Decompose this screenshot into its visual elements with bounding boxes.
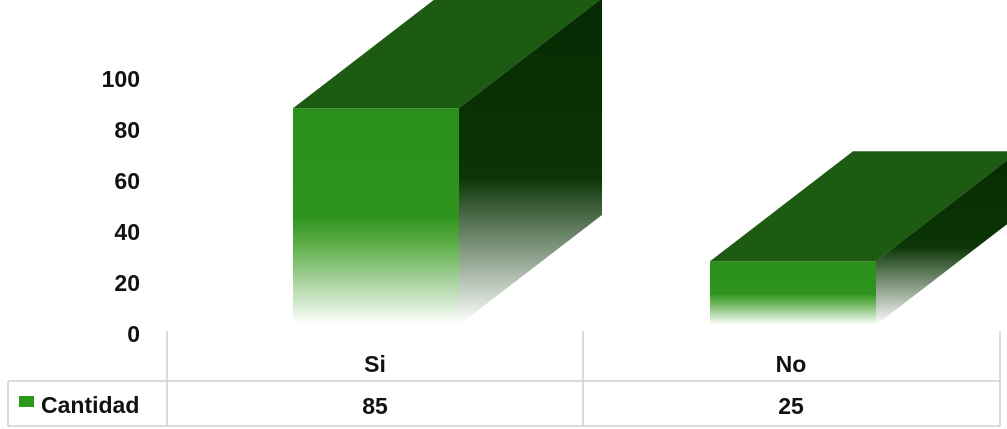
category-label: Si bbox=[364, 351, 386, 377]
data-table-value: 85 bbox=[362, 393, 388, 419]
bar-top-face bbox=[293, 0, 600, 109]
bar-front-face bbox=[710, 261, 876, 325]
y-axis: 0 20 40 60 80 100 bbox=[102, 66, 140, 347]
bar-side-face bbox=[876, 160, 1007, 325]
bar-front-face bbox=[293, 108, 459, 325]
y-tick-label: 100 bbox=[102, 66, 140, 92]
bar-top-face bbox=[710, 151, 1007, 262]
legend-key bbox=[19, 396, 34, 407]
y-tick-label: 20 bbox=[114, 270, 140, 296]
data-table: Si No Cantidad 85 25 bbox=[7, 331, 1001, 427]
category-label: No bbox=[776, 351, 807, 377]
y-tick-label: 60 bbox=[114, 168, 140, 194]
data-table-value: 25 bbox=[778, 393, 804, 419]
bar-3d bbox=[710, 151, 1007, 325]
bar-3d bbox=[293, 0, 602, 325]
legend-label: Cantidad bbox=[41, 392, 139, 418]
y-tick-label: 0 bbox=[127, 321, 140, 347]
bar-side-face bbox=[459, 0, 602, 325]
bars-group bbox=[293, 0, 1007, 325]
y-tick-label: 40 bbox=[114, 219, 140, 245]
y-tick-label: 80 bbox=[114, 117, 140, 143]
